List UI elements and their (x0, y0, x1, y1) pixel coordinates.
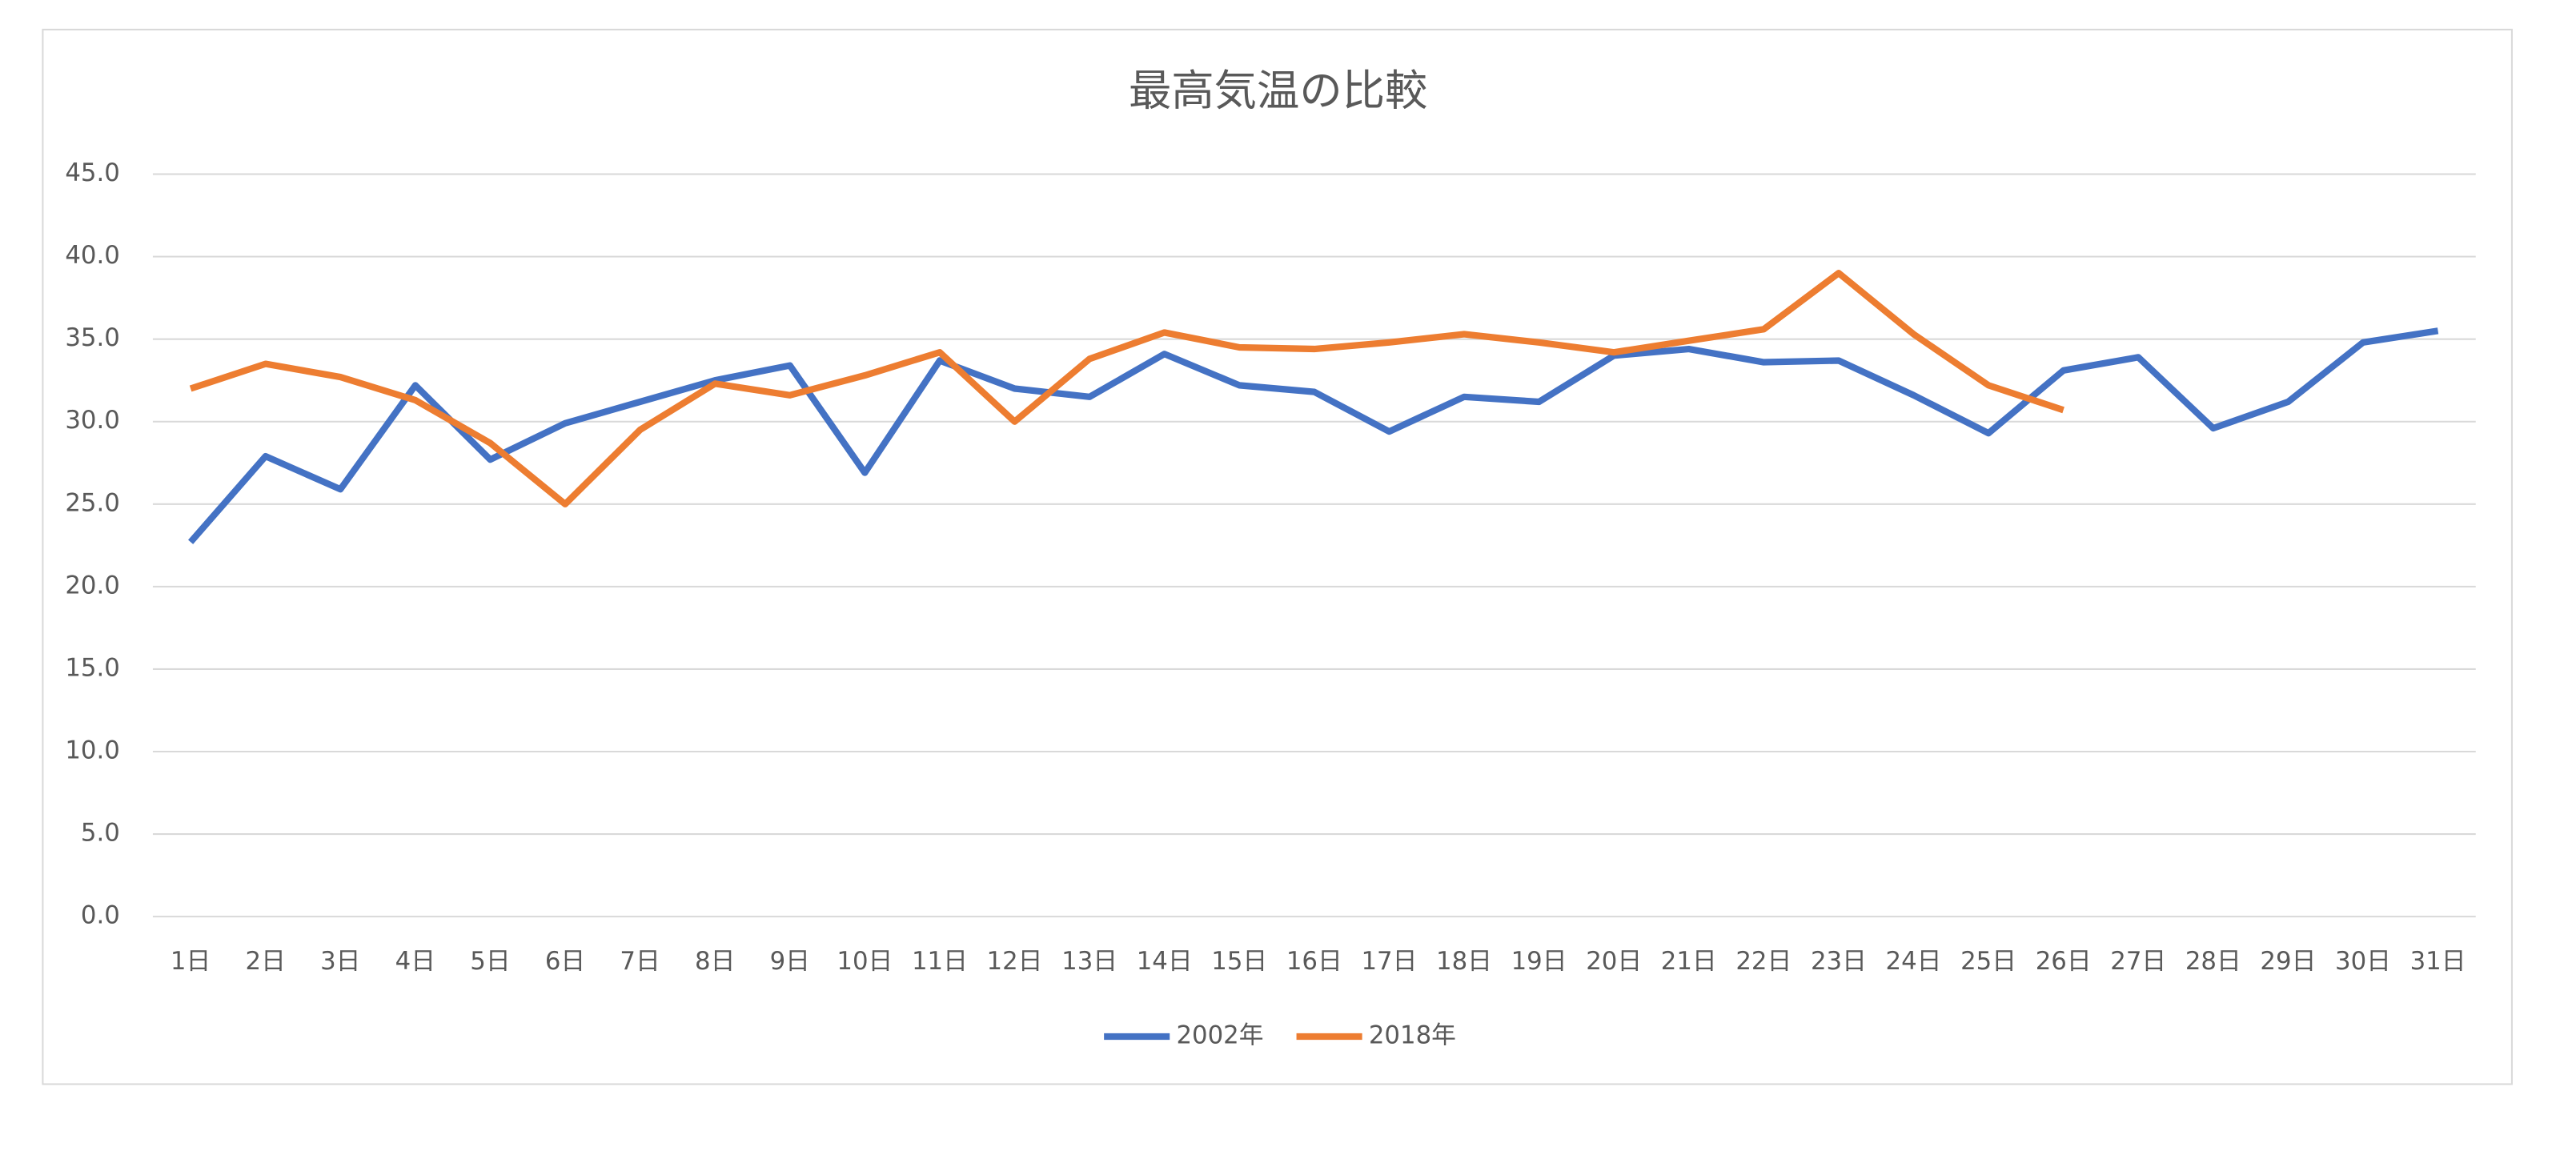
x-tick-label: 17日 (1361, 947, 1417, 976)
x-tick-label: 19日 (1511, 947, 1567, 976)
x-tick-label: 22日 (1735, 947, 1792, 976)
x-tick-label: 30日 (2335, 947, 2391, 976)
x-tick-label: 24日 (1886, 947, 1942, 976)
x-tick-label: 18日 (1436, 947, 1492, 976)
x-tick-label: 26日 (2036, 947, 2092, 976)
legend-label: 2018年 (1369, 1021, 1456, 1049)
y-tick-label: 15.0 (65, 653, 120, 682)
y-tick-label: 25.0 (65, 488, 120, 517)
y-tick-label: 35.0 (65, 323, 120, 352)
x-tick-label: 23日 (1811, 947, 1867, 976)
legend-label: 2002年 (1176, 1021, 1263, 1049)
y-tick-label: 40.0 (65, 241, 120, 270)
y-tick-label: 30.0 (65, 406, 120, 435)
x-tick-label: 16日 (1286, 947, 1342, 976)
x-tick-label: 21日 (1661, 947, 1717, 976)
y-tick-label: 5.0 (81, 819, 120, 848)
x-tick-label: 25日 (1960, 947, 2016, 976)
x-tick-label: 15日 (1211, 947, 1267, 976)
y-tick-label: 20.0 (65, 571, 120, 600)
x-tick-label: 8日 (695, 947, 735, 976)
x-tick-label: 28日 (2185, 947, 2241, 976)
y-tick-label: 45.0 (65, 158, 120, 187)
y-tick-label: 0.0 (81, 901, 120, 930)
x-tick-label: 11日 (912, 947, 968, 976)
x-tick-label: 12日 (987, 947, 1043, 976)
x-tick-label: 29日 (2260, 947, 2316, 976)
x-tick-label: 4日 (395, 947, 435, 976)
x-tick-label: 5日 (470, 947, 510, 976)
x-tick-label: 14日 (1137, 947, 1193, 976)
series-line (189, 270, 2064, 507)
chart-frame (42, 28, 2513, 1085)
x-tick-label: 27日 (2110, 947, 2166, 976)
x-tick-label: 2日 (246, 947, 286, 976)
x-tick-label: 9日 (770, 947, 810, 976)
x-tick-label: 6日 (545, 947, 585, 976)
x-tick-label: 1日 (171, 947, 211, 976)
x-tick-label: 20日 (1586, 947, 1642, 976)
x-tick-label: 13日 (1061, 947, 1117, 976)
chart-title: 最高気温の比較 (1129, 66, 1427, 116)
x-tick-label: 10日 (837, 947, 893, 976)
x-tick-label: 31日 (2410, 947, 2466, 976)
x-tick-label: 3日 (320, 947, 360, 976)
y-tick-label: 10.0 (65, 736, 120, 765)
series-line (188, 327, 2439, 544)
x-tick-label: 7日 (620, 947, 660, 976)
